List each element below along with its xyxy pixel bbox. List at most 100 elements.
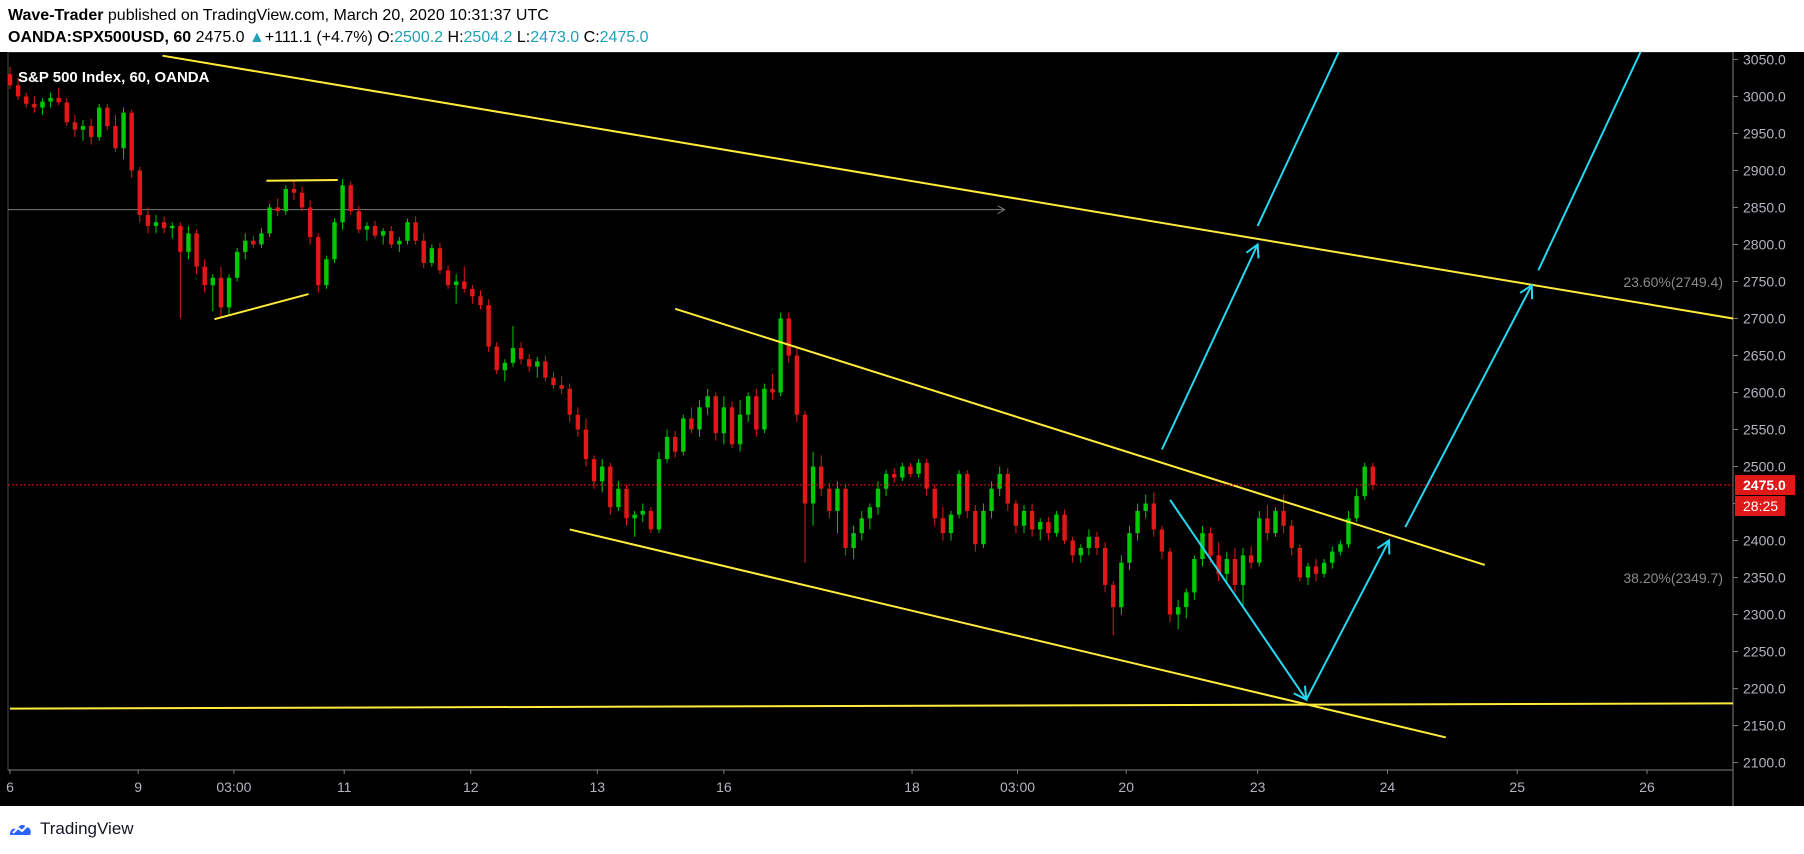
candle <box>413 216 418 245</box>
candle-body <box>867 507 873 519</box>
candle <box>243 233 248 260</box>
candle <box>859 510 864 541</box>
trend-line-falling-wedge-top[interactable] <box>674 307 1486 566</box>
candle <box>421 233 426 269</box>
candle <box>965 470 970 519</box>
open-label: O: <box>377 29 395 46</box>
candle <box>56 87 61 106</box>
candle <box>72 114 78 138</box>
candle-body <box>940 518 946 534</box>
candle <box>1054 510 1059 537</box>
y-tick-label: 2750.0 <box>1743 273 1786 289</box>
candle <box>307 200 313 245</box>
horizontal-level-line[interactable] <box>8 205 1006 215</box>
trend-line-mini-bottom[interactable] <box>214 293 309 321</box>
candle-body <box>283 188 289 212</box>
trend-line-falling-wedge-bottom[interactable] <box>569 528 1447 739</box>
candle-body <box>510 348 516 363</box>
projection-1-arrow[interactable] <box>1161 242 1260 450</box>
candle-body <box>40 101 45 108</box>
price-chart[interactable]: 3050.0 3000.0 2950.0 2900.0 2850.0 2800.0 2750… <box>0 52 1804 806</box>
candle <box>575 407 581 437</box>
candle-body <box>1029 510 1035 530</box>
x-tick-label: 11 <box>337 779 352 795</box>
projection-4-arrow[interactable] <box>1305 538 1391 701</box>
candle-body <box>713 396 718 434</box>
candle <box>867 503 873 530</box>
candle-body <box>981 510 986 545</box>
projection-line[interactable] <box>1404 284 1533 528</box>
candle-body <box>1248 555 1254 563</box>
candle <box>745 392 751 423</box>
candle-body <box>1330 551 1335 563</box>
candle-body <box>429 248 435 263</box>
candle-body <box>324 259 329 286</box>
time-axis[interactable]: 6 9 03:00 11 12 13 16 18 03:00 20 23 24 25 26 <box>6 770 1655 795</box>
projection-line[interactable] <box>1161 244 1259 450</box>
candle <box>1021 505 1027 534</box>
projection-5-arrow[interactable] <box>1404 283 1534 528</box>
projection-line[interactable] <box>1305 540 1390 701</box>
candle <box>1224 551 1230 582</box>
y-tick-label: 2400.0 <box>1743 533 1786 549</box>
candle <box>429 244 435 267</box>
symbol-label[interactable]: OANDA:SPX500USD, 60 <box>8 29 192 46</box>
candle-body <box>421 240 426 263</box>
candle-body <box>1046 522 1051 534</box>
candle-body <box>56 97 61 103</box>
candle <box>1135 503 1140 541</box>
projection-2-arrow[interactable] <box>1256 52 1340 227</box>
candle <box>161 216 167 234</box>
candle-body <box>575 414 581 430</box>
candle <box>924 459 929 497</box>
author-name[interactable]: Wave-Trader <box>8 7 104 24</box>
candle-body <box>97 107 102 138</box>
candle <box>502 359 508 382</box>
trend-line-mini-top[interactable] <box>266 179 338 182</box>
candle <box>397 237 402 252</box>
candle <box>551 371 556 389</box>
candle-body <box>1175 607 1181 615</box>
candle <box>608 462 613 515</box>
trend-lines[interactable] <box>9 54 1734 739</box>
x-tick-label: 03:00 <box>216 779 251 795</box>
candle <box>356 205 362 234</box>
projection-line[interactable] <box>1537 52 1642 271</box>
x-tick-label: 13 <box>590 779 606 795</box>
candle <box>1362 462 1367 500</box>
projection-arrows[interactable] <box>1161 52 1642 702</box>
candle <box>1119 555 1124 615</box>
candle <box>648 507 654 534</box>
projection-line[interactable] <box>1256 52 1340 227</box>
candle <box>234 248 240 282</box>
candle <box>1208 527 1213 563</box>
projection-6-arrow[interactable] <box>1537 52 1642 271</box>
trend-line-upper-channel[interactable] <box>162 54 1734 320</box>
candle <box>770 373 775 400</box>
high-value: 2504.2 <box>463 29 513 46</box>
candle-body <box>681 418 686 452</box>
y-tick-label: 2900.0 <box>1743 162 1786 178</box>
ohlc-line: OANDA:SPX500USD, 60 2475.0 ▲+111.1 (+4.7… <box>8 29 649 47</box>
candle-body <box>113 126 118 149</box>
candle <box>1297 544 1303 582</box>
candle-body <box>1119 562 1124 608</box>
candle <box>1305 562 1311 585</box>
candle <box>202 259 207 293</box>
candle-body <box>875 488 881 508</box>
candle <box>121 107 126 160</box>
trend-line-horizontal-support[interactable] <box>9 702 1734 710</box>
projection-line[interactable] <box>1169 499 1308 701</box>
candle <box>908 462 913 477</box>
candle-body <box>1078 547 1083 556</box>
tradingview-brand[interactable]: TradingView <box>8 819 134 839</box>
candle <box>835 481 840 534</box>
publication-header: Wave-Trader published on TradingView.com… <box>0 0 1804 52</box>
candle <box>1013 499 1019 534</box>
candle <box>892 467 897 483</box>
up-arrow-icon: ▲ <box>249 29 265 46</box>
candle <box>178 222 183 319</box>
candle-body <box>1184 592 1189 608</box>
candle-body <box>405 222 410 241</box>
candle <box>1321 559 1327 578</box>
